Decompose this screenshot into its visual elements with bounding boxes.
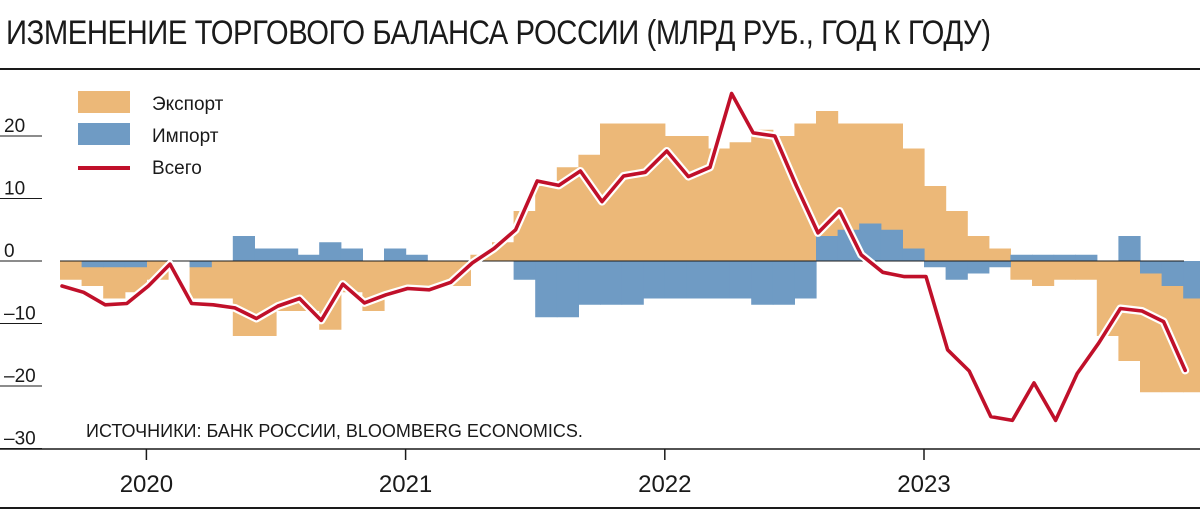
y-tick-label: 10 [4,179,25,200]
y-tick-label: –20 [4,366,36,387]
export-bar [902,148,925,261]
import-bar [924,261,947,268]
import-bar [816,236,839,261]
import-bar [556,261,579,318]
import-bar [945,261,968,280]
import-bar [1140,261,1163,274]
import-bar [513,261,536,280]
export-bar [254,261,277,336]
import-bar [578,261,601,305]
export-bar [1075,261,1098,280]
export-bar [556,167,579,261]
import-bar [254,248,277,261]
import-bar [1010,254,1033,261]
export-bar [708,148,731,261]
export-bar [535,186,558,261]
x-axis: 2020 2021 2022 2023 [120,449,951,498]
export-bar [967,236,990,261]
export-bar [621,123,644,261]
export-bar [686,136,709,261]
import-bar [643,261,666,299]
import-bar [988,261,1011,268]
export-bar [729,142,752,261]
import-bar [276,248,299,261]
export-bar [405,261,428,286]
x-tick-label: 2021 [379,471,432,498]
import-bar [1118,236,1141,261]
import-bar [297,254,320,261]
export-bar [924,186,947,261]
export-bar [124,261,147,293]
export-bar [945,211,968,261]
export-bar [1010,261,1033,280]
y-tick-label: –30 [4,429,36,450]
import-bar [1032,254,1055,261]
legend: Экспорт Импорт Всего [78,91,224,179]
export-bar [384,261,407,293]
import-bar [103,261,126,268]
source-note: ИСТОЧНИКИ: БАНК РОССИИ, BLOOMBERG ECONOM… [86,421,583,441]
export-bar [1032,261,1055,286]
import-bar [1053,254,1076,261]
export-bar [103,261,126,299]
export-bar [427,261,450,286]
import-bar [340,248,363,261]
export-bar [232,261,255,336]
export-bar [880,123,903,261]
total-line [60,91,1187,423]
import-bar [232,236,255,261]
import-bar [1075,254,1098,261]
x-tick-label: 2023 [897,471,950,498]
legend-import-label: Импорт [152,126,219,147]
import-bar [384,248,407,261]
y-axis: 20 10 0 –10 –20 –30 [0,116,42,450]
import-bar [664,261,687,299]
import-bar [772,261,795,305]
import-bar [600,261,623,305]
import-bar [1183,261,1200,299]
export-bar [1053,261,1076,280]
import-bar [621,261,644,305]
legend-total-label: Всего [152,158,202,179]
chart-title: ИЗМЕНЕНИЕ ТОРГОВОГО БАЛАНСА РОССИИ (МЛРД… [6,14,991,52]
import-bar [405,254,428,261]
import-bar [967,261,990,274]
y-tick-label: 20 [4,116,25,137]
import-bar [535,261,558,318]
legend-export-label: Экспорт [152,94,224,115]
import-bar [708,261,731,299]
import-bar [880,229,903,261]
export-bar [643,123,666,261]
import-bar [859,223,882,261]
y-tick-label: –10 [4,304,36,325]
import-bar [686,261,709,299]
export-bars [60,111,1200,393]
legend-import-swatch [78,123,130,145]
legend-export-swatch [78,91,130,113]
x-tick-label: 2020 [120,471,173,498]
export-bar [60,261,83,280]
title-rule [0,68,1200,70]
import-bar [81,261,104,268]
x-tick-label: 2022 [638,471,691,498]
import-bar [729,261,752,299]
export-bar [988,248,1011,261]
import-bar [794,261,817,299]
import-bar [189,261,212,268]
import-bar [902,248,925,261]
import-bar [1161,261,1184,286]
export-bar [189,261,212,299]
export-bar [211,261,234,299]
y-tick-label: 0 [4,241,15,262]
export-bar [1140,261,1163,393]
import-bars [81,223,1200,318]
export-bar [751,129,774,261]
import-bar [319,242,342,261]
import-bar [751,261,774,305]
import-bar [124,261,147,268]
